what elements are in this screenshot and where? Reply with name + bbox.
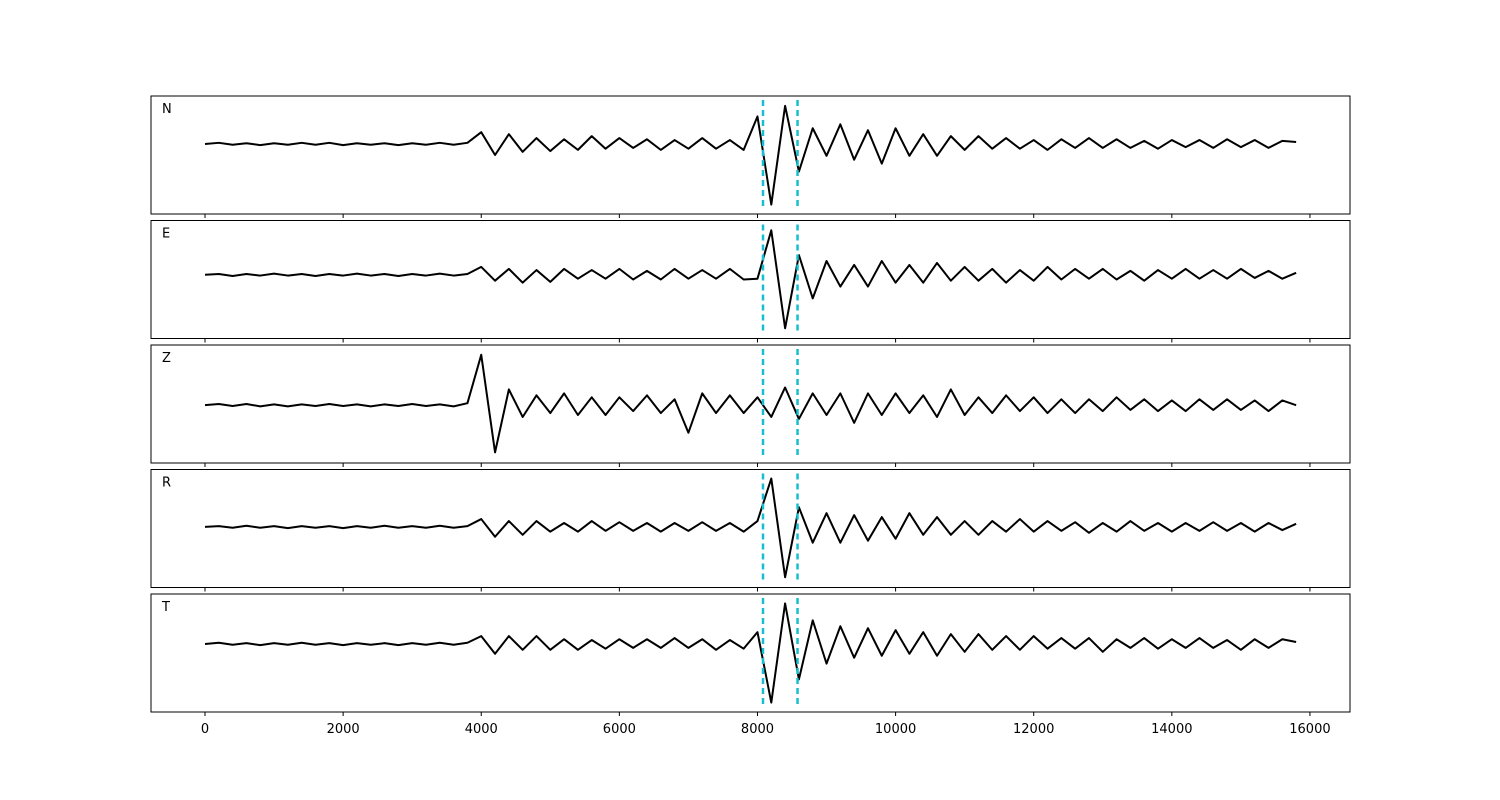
x-tick-label: 0 bbox=[201, 722, 209, 737]
x-tick-label: 6000 bbox=[603, 722, 636, 737]
x-tick-label: 10000 bbox=[875, 722, 916, 737]
x-tick-label: 2000 bbox=[327, 722, 360, 737]
waveform bbox=[204, 229, 1297, 330]
waveform bbox=[204, 104, 1297, 206]
x-tick-label: 16000 bbox=[1289, 722, 1330, 737]
component-label: E bbox=[162, 227, 170, 242]
waveform bbox=[204, 477, 1297, 579]
panel-frame bbox=[150, 95, 1351, 215]
panel-frame bbox=[150, 469, 1351, 588]
panel-frame bbox=[150, 344, 1351, 464]
x-tick-label: 12000 bbox=[1013, 722, 1054, 737]
component-label: R bbox=[162, 476, 171, 491]
component-label: Z bbox=[162, 351, 171, 366]
x-tick-label: 4000 bbox=[465, 722, 498, 737]
waveform bbox=[204, 353, 1297, 454]
x-tick-label: 14000 bbox=[1151, 722, 1192, 737]
component-label: T bbox=[161, 600, 170, 615]
panel-frame bbox=[150, 593, 1351, 713]
waveform bbox=[204, 602, 1297, 704]
panel-frame bbox=[150, 220, 1351, 339]
x-tick-label: 8000 bbox=[741, 722, 774, 737]
component-label: N bbox=[162, 102, 172, 117]
